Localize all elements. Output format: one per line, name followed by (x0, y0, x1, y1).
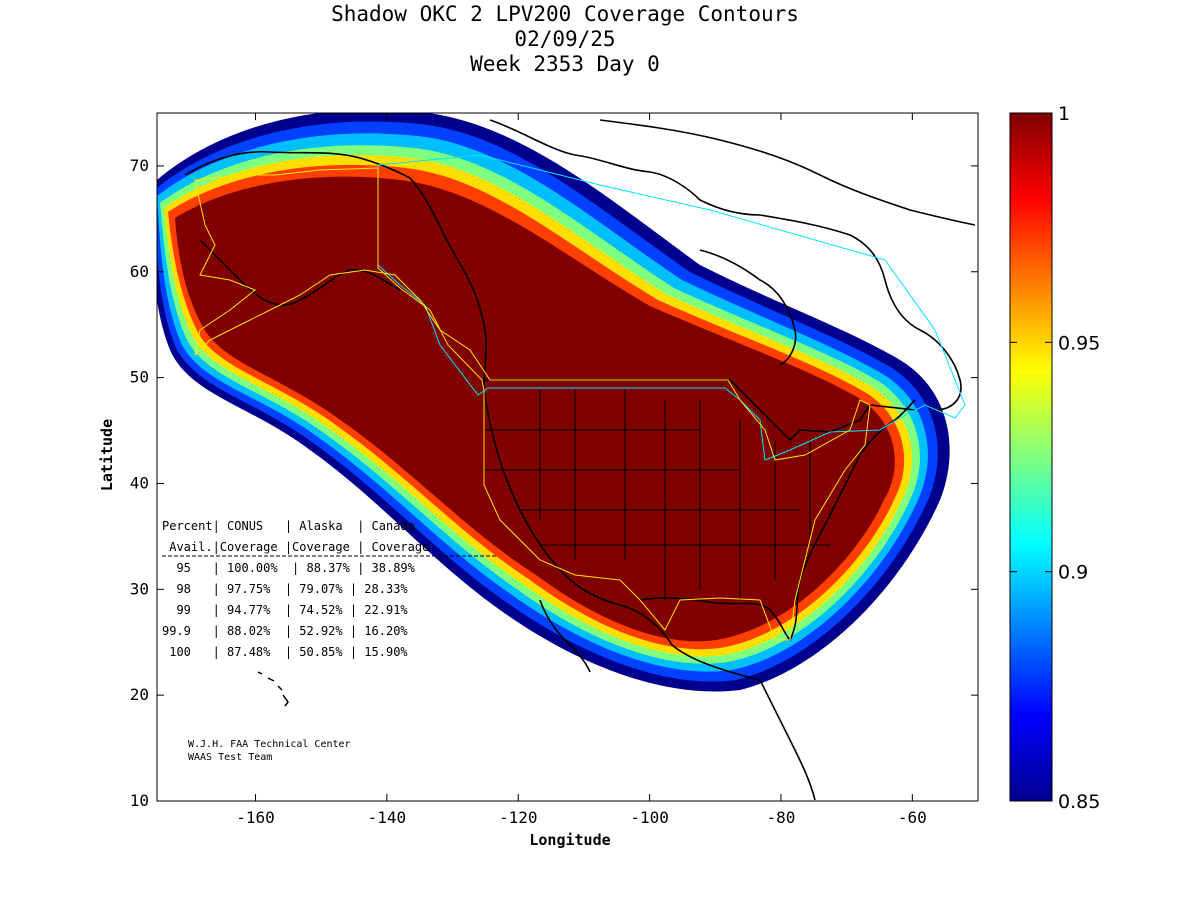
chart-date: 02/09/25 (514, 27, 616, 51)
coverage-contours (157, 113, 976, 801)
colorbar-tick-label: 1 (1058, 103, 1070, 125)
y-tick-label: 70 (130, 156, 149, 175)
colorbar-ticks: 1 0.95 0.9 0.85 (1010, 103, 1100, 813)
credit-line-2: WAAS Test Team (188, 752, 272, 763)
y-tick-label: 20 (130, 685, 149, 704)
y-axis: 10 20 30 40 50 60 70 (130, 156, 978, 810)
x-tick-label: -80 (767, 808, 796, 827)
y-tick-label: 30 (130, 579, 149, 598)
y-tick-label: 40 (130, 473, 149, 492)
state-borders (483, 390, 830, 600)
credit-line-1: W.J.H. FAA Technical Center (188, 739, 351, 750)
x-tick-label: -100 (630, 808, 669, 827)
table-row: 95 | 100.00% | 88.37% | 38.89% (162, 561, 416, 575)
coverage-table: Percent| CONUS | Alaska | Canada Avail.|… (162, 519, 496, 659)
table-header-1: Percent| CONUS | Alaska | Canada (162, 519, 415, 533)
plot-frame (156, 112, 979, 802)
x-tick-label: -60 (898, 808, 927, 827)
y-tick-label: 10 (130, 791, 149, 810)
table-row: 99.9 | 88.02% | 52.92% | 16.20% (162, 624, 408, 638)
x-tick-label: -140 (368, 808, 407, 827)
colorbar-tick-label: 0.9 (1058, 562, 1088, 584)
hawaii-islands (257, 671, 289, 707)
y-axis-label: Latitude (98, 419, 116, 491)
colorbar (1009, 112, 1053, 802)
y-tick-label: 50 (130, 368, 149, 387)
table-row: 98 | 97.75% | 79.07% | 28.33% (162, 582, 408, 596)
service-volume-outlines (194, 154, 966, 641)
x-tick-label: -120 (499, 808, 538, 827)
table-row: 99 | 94.77% | 74.52% | 22.91% (162, 603, 408, 617)
y-tick-label: 60 (130, 262, 149, 281)
coverage-band-1.00 (175, 176, 895, 642)
table-header-2: Avail.|Coverage |Coverage | Coverage (162, 540, 429, 554)
table-row: 100 | 87.48% | 50.85% | 15.90% (162, 645, 408, 659)
chart-week-day: Week 2353 Day 0 (470, 52, 660, 76)
x-axis: -160 -140 -120 -100 -80 -60 (236, 113, 927, 827)
colorbar-tick-label: 0.85 (1058, 791, 1100, 813)
x-tick-label: -160 (236, 808, 275, 827)
colorbar-tick-label: 0.95 (1058, 332, 1100, 354)
x-axis-label: Longitude (529, 831, 610, 849)
chart-title: Shadow OKC 2 LPV200 Coverage Contours (331, 2, 799, 26)
